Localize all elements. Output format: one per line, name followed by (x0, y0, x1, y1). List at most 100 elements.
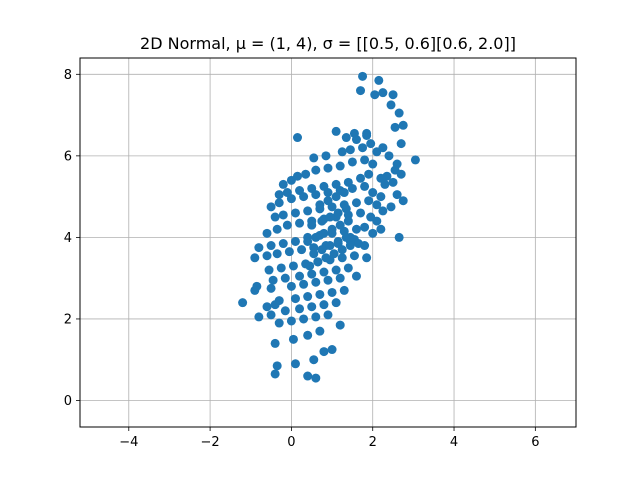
scatter-point (321, 253, 331, 263)
scatter-point (250, 285, 260, 295)
scatter-point (356, 173, 366, 183)
scatter-point (272, 361, 282, 371)
scatter-point (398, 120, 408, 130)
scatter-point (396, 139, 406, 149)
scatter-point (270, 300, 280, 310)
scatter-point (288, 261, 298, 271)
x-tick-label: −2 (201, 435, 220, 450)
scatter-point (360, 155, 370, 165)
scatter-point (301, 169, 311, 179)
scatter-point (380, 179, 390, 189)
scatter-point (305, 261, 315, 271)
scatter-point (321, 151, 331, 161)
chart-title: 2D Normal, μ = (1, 4), σ = [[0.5, 0.6][0… (140, 34, 516, 53)
scatter-point (315, 326, 325, 336)
scatter-point (378, 143, 388, 153)
scatter-point (349, 128, 359, 138)
scatter-point (307, 269, 317, 279)
scatter-point (335, 320, 345, 330)
scatter-point (319, 228, 329, 238)
scatter-point (311, 232, 321, 242)
scatter-point (343, 263, 353, 273)
scatter-point (309, 249, 319, 259)
scatter-point (323, 196, 333, 206)
scatter-point (278, 210, 288, 220)
scatter-point (339, 188, 349, 198)
scatter-point (323, 310, 333, 320)
scatter-point (378, 88, 388, 98)
scatter-point (303, 330, 313, 340)
scatter-point (268, 275, 278, 285)
scatter-point (307, 220, 317, 230)
scatter-point (372, 216, 382, 226)
scatter-point (398, 196, 408, 206)
scatter-point (295, 218, 305, 228)
scatter-point (341, 232, 351, 242)
y-tick-label: 0 (64, 394, 72, 409)
y-tick-label: 6 (64, 149, 72, 164)
scatter-point (295, 304, 305, 314)
scatter-point (366, 139, 376, 149)
scatter-point (254, 243, 264, 253)
scatter-point (337, 245, 347, 255)
scatter-point (250, 253, 260, 263)
scatter-point (386, 202, 396, 212)
scatter-point (335, 161, 345, 171)
scatter-point (307, 302, 317, 312)
scatter-point (384, 151, 394, 161)
scatter-point (286, 316, 296, 326)
scatter-point (274, 190, 284, 200)
scatter-point (394, 232, 404, 242)
scatter-point (286, 281, 296, 291)
scatter-point (303, 371, 313, 381)
scatter-point (288, 334, 298, 344)
scatter-point (303, 292, 313, 302)
scatter-point (358, 71, 368, 81)
x-tick-label: 6 (531, 435, 539, 450)
scatter-point (337, 147, 347, 157)
scatter-point (290, 208, 300, 218)
scatter-point (360, 241, 370, 251)
scatter-point (266, 283, 276, 293)
scatter-point (378, 206, 388, 216)
scatter-point (323, 275, 333, 285)
scatter-point (309, 153, 319, 163)
y-tick-label: 4 (64, 231, 72, 246)
scatter-point (293, 171, 303, 181)
scatter-point (329, 249, 339, 259)
scatter-point (262, 228, 272, 238)
scatter-point (390, 122, 400, 132)
scatter-point (335, 220, 345, 230)
data-points (238, 71, 420, 383)
scatter-point (272, 224, 282, 234)
scatter-point (311, 373, 321, 383)
scatter-point (331, 192, 341, 202)
scatter-point (295, 271, 305, 281)
scatter-point (364, 169, 374, 179)
y-tick-label: 2 (64, 312, 72, 327)
scatter-point (331, 126, 341, 136)
scatter-point (282, 220, 292, 230)
grid-lines (80, 58, 576, 427)
scatter-point (311, 190, 321, 200)
scatter-point (284, 247, 294, 257)
scatter-point (327, 287, 337, 297)
scatter-point (376, 192, 386, 202)
scatter-point (276, 263, 286, 273)
scatter-point (311, 165, 321, 175)
scatter-point (323, 163, 333, 173)
scatter-point (370, 90, 380, 100)
scatter-point (327, 224, 337, 234)
scatter-point (290, 294, 300, 304)
y-axis-ticks: 0 2 4 6 8 (64, 68, 80, 409)
scatter-point (274, 198, 284, 208)
scatter-point (317, 216, 327, 226)
scatter-point (331, 265, 341, 275)
scatter-point (303, 236, 313, 246)
x-tick-label: −4 (119, 435, 138, 450)
scatter-point (270, 338, 280, 348)
scatter-point (262, 251, 272, 261)
scatter-point (319, 347, 329, 357)
scatter-point (356, 208, 366, 218)
